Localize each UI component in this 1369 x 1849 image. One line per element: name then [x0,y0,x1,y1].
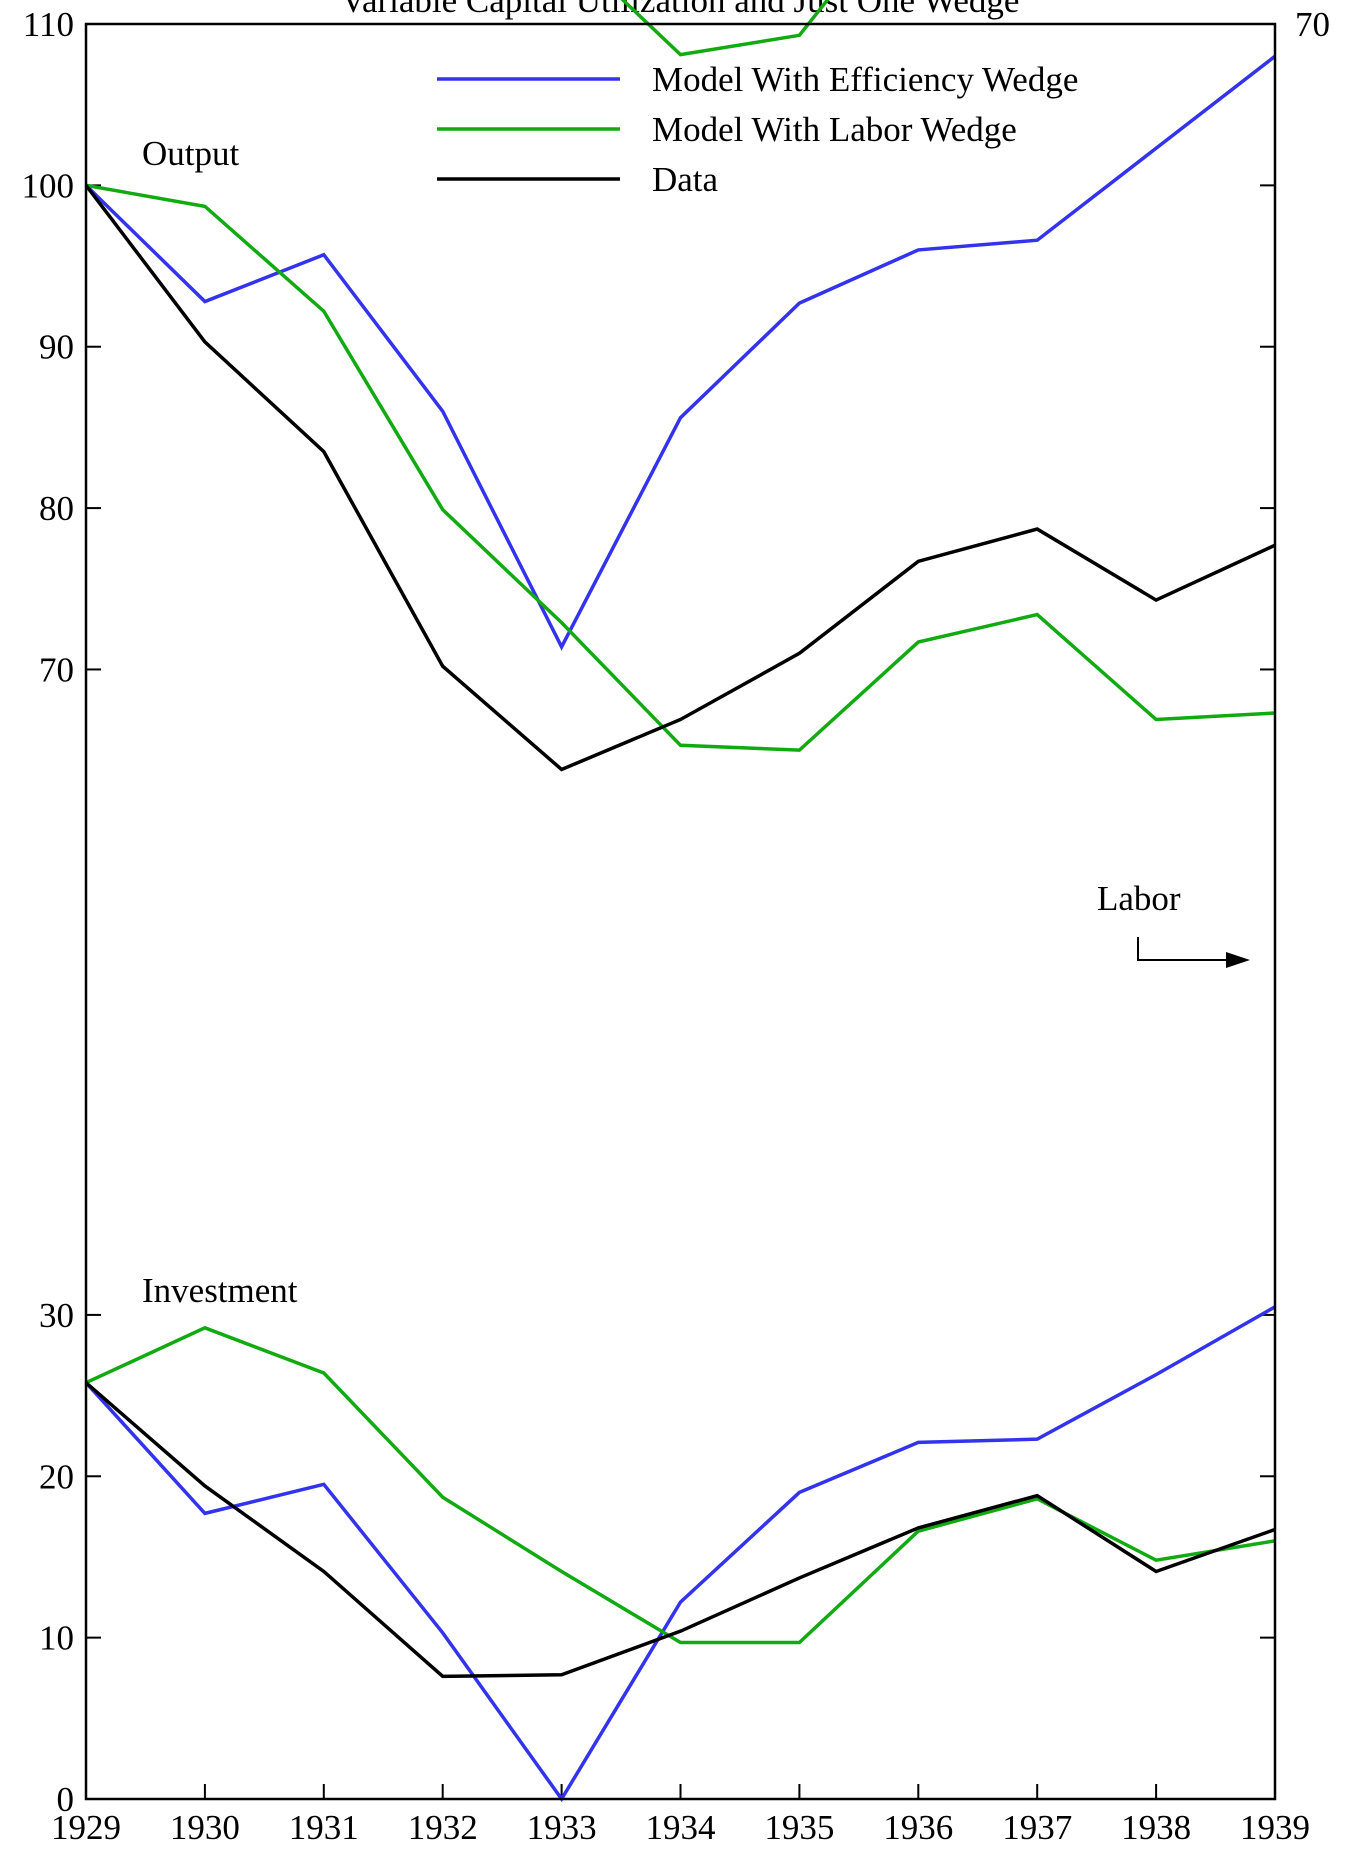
labor-arrow [1137,937,1230,961]
y-tick-label: 10 [39,1619,74,1658]
x-tick-label: 1933 [527,1808,597,1847]
x-tick-label: 1936 [883,1808,953,1847]
chart-title: Variable Capital Utilization and Just On… [341,0,1020,20]
y-tick-label: 20 [39,1457,74,1496]
panel-label: Output [142,134,240,173]
y2-tick-label: 70 [1295,5,1330,44]
x-tick-label: 1934 [646,1808,716,1847]
x-tick-label: 1931 [289,1808,359,1847]
plot-frame [84,22,1277,1801]
x-tick-label: 1937 [1002,1808,1072,1847]
x-tick-label: 1930 [170,1808,240,1847]
y-tick-label: 100 [22,166,75,205]
series-line [85,1325,1276,1645]
panel-label: Labor [1097,879,1181,918]
y-tick-label: 90 [39,328,74,367]
series-line [84,54,1277,651]
y-tick-label: 110 [23,5,74,44]
x-tick-label: 1938 [1121,1808,1191,1847]
x-tick-label: 1932 [408,1808,478,1847]
series-line [84,1305,1276,1803]
series-line [84,184,1276,772]
series-line [84,1381,1276,1679]
legend-label: Data [652,160,719,199]
series-line [620,0,830,57]
y-tick-label: 80 [39,489,74,528]
x-tick-label: 1935 [764,1808,834,1847]
x-tick-label: 1939 [1240,1808,1310,1847]
x-tick-label: 1929 [51,1808,121,1847]
y-tick-label: 70 [39,650,74,689]
legend-label: Model With Efficiency Wedge [652,60,1078,99]
series-line [85,183,1276,752]
y-tick-label: 30 [39,1296,74,1335]
labor-arrow-head [1226,952,1250,968]
y-tick-label: 0 [57,1780,75,1819]
legend-label: Model With Labor Wedge [652,110,1017,149]
panel-label: Investment [142,1271,298,1310]
